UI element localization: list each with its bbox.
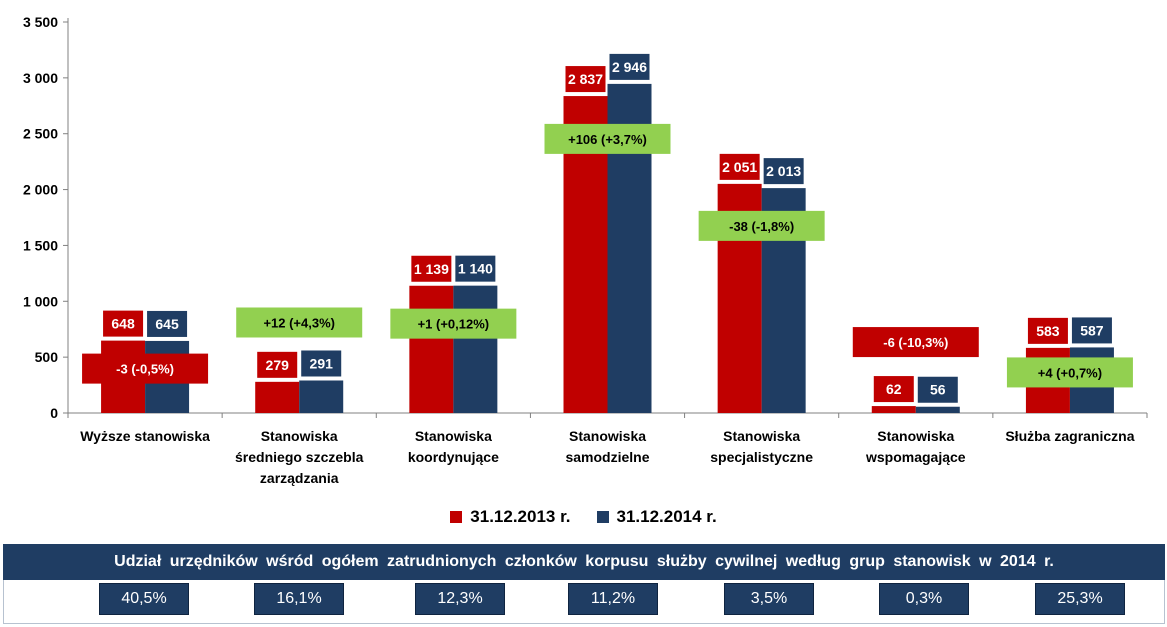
change-label: +1 (+0,12%): [418, 317, 490, 332]
y-tick-label: 500: [35, 349, 59, 365]
x-category-label: zarządzania: [260, 470, 339, 486]
data-label: 2 013: [766, 163, 801, 179]
bar-chart: 0 500 1 000 1 500 2 000 2 500 3 000 3 500 Wyższe…: [23, 14, 1148, 486]
data-label: 2 051: [722, 159, 757, 175]
data-label-box: [719, 153, 760, 180]
change-label-box: [852, 327, 979, 358]
change-label: +106 (+3,7%): [568, 132, 647, 147]
data-label-box: [103, 310, 144, 337]
change-label-box: [1006, 357, 1133, 388]
data-label-box: [609, 53, 650, 80]
bar-2014: [299, 380, 344, 413]
data-label: 1 140: [458, 261, 493, 277]
bar-2013: [871, 406, 916, 413]
share-table-row: [3, 580, 1165, 624]
x-category-label: koordynujące: [408, 449, 499, 465]
data-label-box: [147, 310, 188, 337]
y-tick-label: 3 000: [23, 70, 58, 86]
legend-item-2014: 31.12.2014 r.: [596, 507, 717, 527]
data-label: 62: [886, 381, 902, 397]
data-label-box: [1027, 317, 1068, 344]
bar-2014: [915, 406, 960, 413]
share-value-4: 3,5%: [724, 583, 814, 615]
chart-legend: 31.12.2013 r. 31.12.2014 r.: [0, 505, 1167, 529]
x-category-label: średniego szczebla: [235, 449, 364, 465]
share-value-6: 25,3%: [1035, 583, 1125, 615]
bar-2014: [453, 285, 498, 413]
share-value-0: 40,5%: [99, 583, 189, 615]
change-label-box: [82, 353, 209, 384]
data-label: 583: [1036, 323, 1060, 339]
legend-swatch-2013: [450, 511, 463, 523]
change-label-box: [390, 308, 517, 339]
data-label-box: [873, 376, 914, 403]
x-category-label: Stanowiska: [569, 428, 646, 444]
data-label: 2 837: [568, 71, 603, 87]
share-value-2: 12,3%: [415, 583, 505, 615]
data-label: 645: [155, 316, 179, 332]
data-label: 56: [930, 382, 946, 398]
change-label: -6 (-10,3%): [883, 335, 948, 350]
data-label: 1 139: [414, 261, 449, 277]
data-label-box: [565, 66, 606, 93]
y-tick-label: 0: [50, 405, 58, 421]
change-label: +12 (+4,3%): [263, 315, 335, 330]
data-label: 2 946: [612, 59, 647, 75]
change-label: -3 (-0,5%): [116, 362, 174, 377]
data-label: 587: [1080, 322, 1104, 338]
bar-2013: [255, 381, 300, 413]
y-tick-label: 1 000: [23, 293, 58, 309]
x-category-label: Stanowiska: [261, 428, 338, 444]
data-label: 648: [111, 316, 135, 332]
x-category-label: Służba zagraniczna: [1005, 428, 1134, 444]
data-label-box: [301, 350, 342, 377]
data-label-box: [763, 158, 804, 185]
change-label: -38 (-1,8%): [729, 219, 794, 234]
data-label-box: [455, 255, 496, 282]
x-category-label: specjalistyczne: [710, 449, 813, 465]
x-category-label: Stanowiska: [877, 428, 954, 444]
x-category-label: Stanowiska: [415, 428, 492, 444]
bar-2013: [409, 285, 454, 413]
share-value-1: 16,1%: [254, 583, 344, 615]
data-label-box: [257, 351, 298, 378]
y-tick-label: 2 500: [23, 126, 58, 142]
data-label: 291: [310, 355, 334, 371]
data-label: 279: [266, 357, 290, 373]
legend-label-2013: 31.12.2013 r.: [470, 507, 571, 526]
share-value-3: 11,2%: [568, 583, 658, 615]
legend-swatch-2014: [596, 511, 609, 523]
x-category-label: samodzielne: [565, 449, 649, 465]
change-label: +4 (+0,7%): [1038, 365, 1102, 380]
y-tick-label: 3 500: [23, 14, 58, 30]
legend-label-2014: 31.12.2014 r.: [616, 507, 717, 526]
change-label-box: [698, 210, 825, 241]
change-label-box: [544, 123, 671, 154]
change-label-box: [236, 307, 363, 338]
data-label-box: [411, 255, 452, 282]
x-category-label: Stanowiska: [723, 428, 800, 444]
x-category-label: Wyższe stanowiska: [80, 428, 210, 444]
y-tick-label: 2 000: [23, 182, 58, 198]
share-value-5: 0,3%: [879, 583, 969, 615]
data-label-box: [1071, 317, 1112, 344]
legend-item-2013: 31.12.2013 r.: [450, 507, 571, 527]
x-category-label: wspomagające: [865, 449, 966, 465]
y-tick-label: 1 500: [23, 237, 58, 253]
data-label-box: [917, 376, 958, 403]
share-table-title: Udział urzędników wśród ogółem zatrudnio…: [3, 544, 1165, 580]
